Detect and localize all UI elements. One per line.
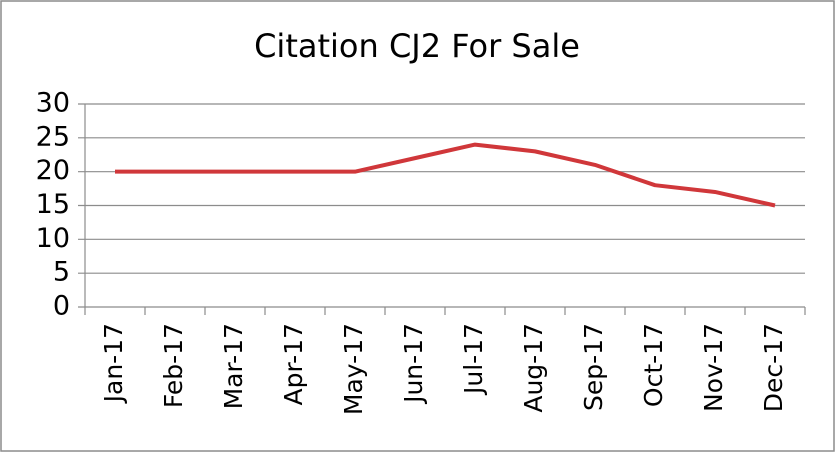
x-tick-label: May-17 bbox=[339, 323, 368, 415]
y-tick-label: 25 bbox=[36, 121, 70, 152]
x-tick-label: Apr-17 bbox=[279, 323, 308, 405]
x-tick-label: Oct-17 bbox=[639, 323, 668, 407]
x-tick-label: Mar-17 bbox=[219, 323, 248, 409]
y-tick-label: 0 bbox=[53, 291, 70, 322]
y-tick-label: 5 bbox=[53, 257, 70, 288]
chart-title: Citation CJ2 For Sale bbox=[254, 27, 580, 65]
x-tick-label: Nov-17 bbox=[699, 323, 728, 412]
x-tick-label: Jul-17 bbox=[459, 323, 488, 396]
y-tick-label: 20 bbox=[36, 155, 70, 186]
y-tick-label: 10 bbox=[36, 223, 70, 254]
x-tick-label: Sep-17 bbox=[579, 323, 608, 411]
data-line bbox=[115, 142, 776, 208]
x-tick-label: Feb-17 bbox=[159, 323, 188, 408]
x-tick-label: Dec-17 bbox=[759, 323, 788, 412]
x-tick-label: Aug-17 bbox=[519, 323, 548, 413]
y-tick-label: 15 bbox=[36, 189, 70, 220]
y-tick-label: 30 bbox=[36, 88, 70, 119]
x-tick-label: Jun-17 bbox=[399, 323, 428, 405]
x-tick-label: Jan-17 bbox=[99, 323, 128, 404]
